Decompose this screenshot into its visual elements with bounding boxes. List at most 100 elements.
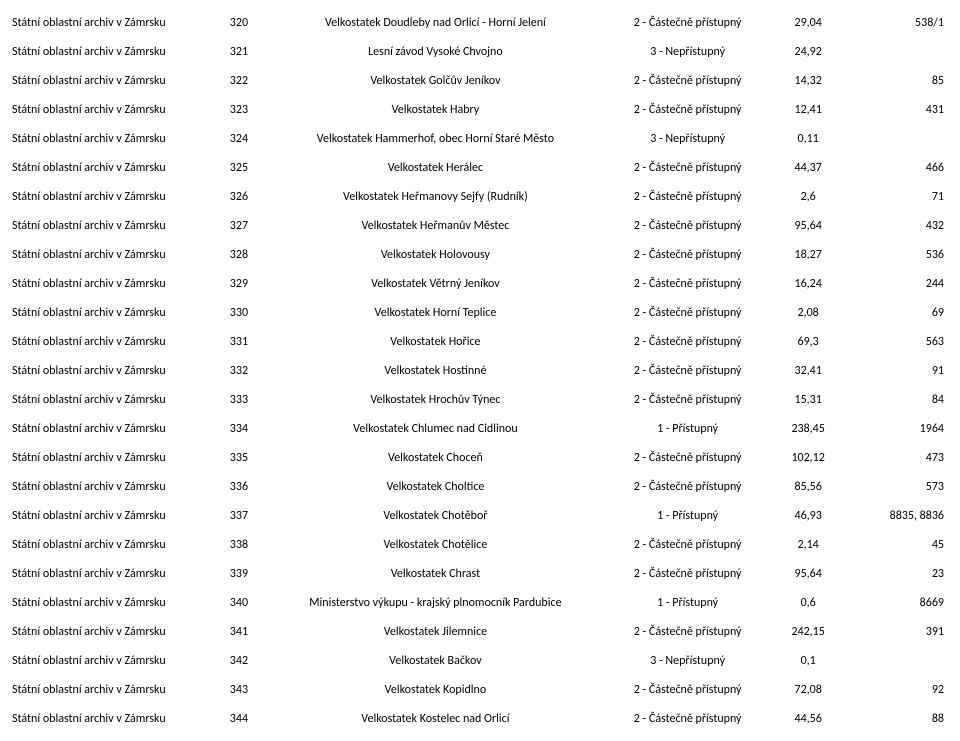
table-row: Státní oblastní archiv v Zámrsku331Velko…: [10, 327, 950, 356]
cell-name: Velkostatek Golčův Jeníkov: [261, 66, 609, 95]
cell-status: 2 - Částečně přístupný: [610, 298, 766, 327]
table-row: Státní oblastní archiv v Zámrsku338Velko…: [10, 530, 950, 559]
cell-status: 2 - Částečně přístupný: [610, 327, 766, 356]
cell-num: 331: [217, 327, 262, 356]
cell-num: 321: [217, 37, 262, 66]
cell-status: 2 - Částečně přístupný: [610, 269, 766, 298]
cell-num: 341: [217, 617, 262, 646]
cell-status: 2 - Částečně přístupný: [610, 530, 766, 559]
cell-archive: Státní oblastní archiv v Zámrsku: [10, 95, 217, 124]
cell-archive: Státní oblastní archiv v Zámrsku: [10, 472, 217, 501]
table-row: Státní oblastní archiv v Zámrsku335Velko…: [10, 443, 950, 472]
cell-size: 2,08: [766, 298, 851, 327]
cell-num: 327: [217, 211, 262, 240]
cell-code: 45: [851, 530, 950, 559]
cell-archive: Státní oblastní archiv v Zámrsku: [10, 269, 217, 298]
cell-archive: Státní oblastní archiv v Zámrsku: [10, 617, 217, 646]
cell-name: Velkostatek Chotěboř: [261, 501, 609, 530]
cell-code: 473: [851, 443, 950, 472]
cell-archive: Státní oblastní archiv v Zámrsku: [10, 385, 217, 414]
cell-name: Velkostatek Kostelec nad Orlicí: [261, 704, 609, 733]
cell-num: 329: [217, 269, 262, 298]
cell-name: Velkostatek Doudleby nad Orlicí - Horní …: [261, 8, 609, 37]
cell-code: 432: [851, 211, 950, 240]
cell-code: 431: [851, 95, 950, 124]
table-row: Státní oblastní archiv v Zámrsku327Velko…: [10, 211, 950, 240]
table-row: Státní oblastní archiv v Zámrsku343Velko…: [10, 675, 950, 704]
cell-status: 2 - Částečně přístupný: [610, 153, 766, 182]
cell-size: 238,45: [766, 414, 851, 443]
cell-name: Velkostatek Chlumec nad Cidlinou: [261, 414, 609, 443]
table-row: Státní oblastní archiv v Zámrsku329Velko…: [10, 269, 950, 298]
cell-size: 0,1: [766, 646, 851, 675]
table-row: Státní oblastní archiv v Zámrsku322Velko…: [10, 66, 950, 95]
cell-name: Velkostatek Kopidlno: [261, 675, 609, 704]
cell-archive: Státní oblastní archiv v Zámrsku: [10, 356, 217, 385]
cell-archive: Státní oblastní archiv v Zámrsku: [10, 443, 217, 472]
cell-size: 2,6: [766, 182, 851, 211]
table-row: Státní oblastní archiv v Zámrsku324Velko…: [10, 124, 950, 153]
cell-num: 343: [217, 675, 262, 704]
cell-code: 91: [851, 356, 950, 385]
cell-size: 85,56: [766, 472, 851, 501]
cell-archive: Státní oblastní archiv v Zámrsku: [10, 153, 217, 182]
cell-num: 338: [217, 530, 262, 559]
cell-archive: Státní oblastní archiv v Zámrsku: [10, 240, 217, 269]
cell-name: Velkostatek Bačkov: [261, 646, 609, 675]
cell-name: Lesní závod Vysoké Chvojno: [261, 37, 609, 66]
cell-size: 242,15: [766, 617, 851, 646]
cell-status: 3 - Nepřístupný: [610, 124, 766, 153]
cell-name: Velkostatek Heřmanův Městec: [261, 211, 609, 240]
cell-code: 538/1: [851, 8, 950, 37]
cell-status: 2 - Částečně přístupný: [610, 356, 766, 385]
cell-code: 71: [851, 182, 950, 211]
table-row: Státní oblastní archiv v Zámrsku341Velko…: [10, 617, 950, 646]
cell-size: 44,56: [766, 704, 851, 733]
cell-code: [851, 124, 950, 153]
cell-size: 32,41: [766, 356, 851, 385]
cell-code: 88: [851, 704, 950, 733]
cell-code: 536: [851, 240, 950, 269]
cell-num: 332: [217, 356, 262, 385]
cell-archive: Státní oblastní archiv v Zámrsku: [10, 8, 217, 37]
cell-size: 12,41: [766, 95, 851, 124]
cell-name: Velkostatek Chotělice: [261, 530, 609, 559]
cell-status: 2 - Částečně přístupný: [610, 95, 766, 124]
cell-code: 69: [851, 298, 950, 327]
cell-status: 2 - Částečně přístupný: [610, 182, 766, 211]
cell-num: 325: [217, 153, 262, 182]
table-row: Státní oblastní archiv v Zámrsku340Minis…: [10, 588, 950, 617]
cell-code: 92: [851, 675, 950, 704]
cell-name: Velkostatek Větrný Jeníkov: [261, 269, 609, 298]
cell-num: 326: [217, 182, 262, 211]
table-row: Státní oblastní archiv v Zámrsku342Velko…: [10, 646, 950, 675]
cell-archive: Státní oblastní archiv v Zámrsku: [10, 501, 217, 530]
table-row: Státní oblastní archiv v Zámrsku339Velko…: [10, 559, 950, 588]
table-row: Státní oblastní archiv v Zámrsku332Velko…: [10, 356, 950, 385]
cell-status: 1 - Přístupný: [610, 588, 766, 617]
cell-archive: Státní oblastní archiv v Zámrsku: [10, 37, 217, 66]
cell-archive: Státní oblastní archiv v Zámrsku: [10, 530, 217, 559]
cell-name: Velkostatek Chrast: [261, 559, 609, 588]
cell-status: 3 - Nepřístupný: [610, 37, 766, 66]
cell-size: 95,64: [766, 559, 851, 588]
cell-num: 322: [217, 66, 262, 95]
cell-code: 573: [851, 472, 950, 501]
cell-size: 0,11: [766, 124, 851, 153]
cell-status: 3 - Nepřístupný: [610, 646, 766, 675]
cell-size: 69,3: [766, 327, 851, 356]
cell-archive: Státní oblastní archiv v Zámrsku: [10, 182, 217, 211]
cell-code: 23: [851, 559, 950, 588]
cell-num: 323: [217, 95, 262, 124]
cell-status: 1 - Přístupný: [610, 414, 766, 443]
cell-num: 339: [217, 559, 262, 588]
cell-num: 336: [217, 472, 262, 501]
cell-archive: Státní oblastní archiv v Zámrsku: [10, 559, 217, 588]
cell-name: Velkostatek Choltice: [261, 472, 609, 501]
cell-num: 337: [217, 501, 262, 530]
cell-code: [851, 37, 950, 66]
table-row: Státní oblastní archiv v Zámrsku333Velko…: [10, 385, 950, 414]
table-row: Státní oblastní archiv v Zámrsku328Velko…: [10, 240, 950, 269]
cell-name: Velkostatek Habry: [261, 95, 609, 124]
cell-size: 0,6: [766, 588, 851, 617]
